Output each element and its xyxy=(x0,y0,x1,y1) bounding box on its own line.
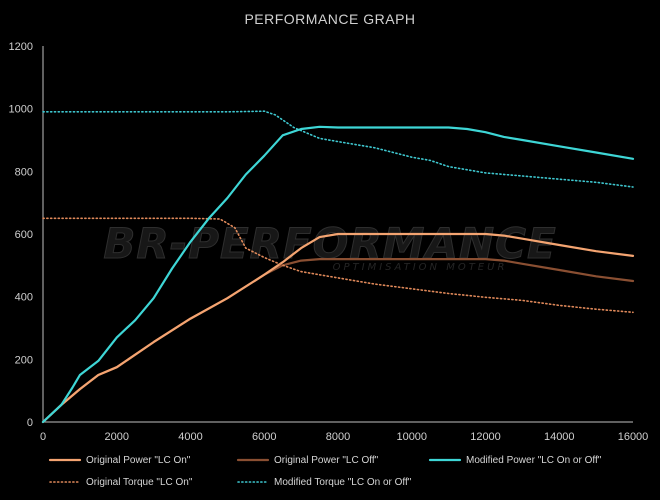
legend-item: Modified Torque "LC On or Off" xyxy=(237,477,412,488)
legend-label: Original Power "LC On" xyxy=(86,455,191,466)
series-line-3 xyxy=(41,125,635,424)
legend-label: Original Torque "LC On" xyxy=(86,477,193,488)
series-line-5 xyxy=(42,110,634,188)
series-lines xyxy=(41,110,635,424)
y-tick-label: 1000 xyxy=(9,104,33,116)
legend-item: Original Power "LC Off" xyxy=(236,455,379,466)
x-tick-label: 8000 xyxy=(326,431,350,443)
x-tick-label: 14000 xyxy=(544,431,575,443)
x-tick-label: 2000 xyxy=(105,431,129,443)
y-tick-label: 800 xyxy=(15,166,33,178)
series-line-1 xyxy=(41,232,635,424)
legend-label: Modified Torque "LC On or Off" xyxy=(274,477,412,488)
legend-label: Modified Power "LC On or Off" xyxy=(466,455,602,466)
y-tick-label: 0 xyxy=(27,417,33,429)
y-tick-label: 400 xyxy=(15,292,33,304)
legend-label: Original Power "LC Off" xyxy=(274,455,379,466)
x-tick-label: 4000 xyxy=(178,431,202,443)
y-tick-label: 600 xyxy=(15,229,33,241)
x-tick-label: 0 xyxy=(40,431,46,443)
series-line-2 xyxy=(41,258,635,424)
x-axis-ticks: 0 2000 4000 6000 8000 10000 12000 14000 16000 xyxy=(40,431,648,443)
chart-title: PERFORMANCE GRAPH xyxy=(244,11,415,27)
watermark-brand: BR-PERFORMANCE xyxy=(103,219,556,268)
series-line-4 xyxy=(42,217,634,314)
y-axis-ticks: 0 200 400 600 800 1000 1200 xyxy=(9,41,33,429)
watermark: BR-PERFORMANCE OPTIMISATION MOTEUR xyxy=(103,219,556,274)
x-tick-label: 6000 xyxy=(252,431,276,443)
axes xyxy=(42,46,633,423)
x-tick-label: 10000 xyxy=(396,431,427,443)
watermark-tagline: OPTIMISATION MOTEUR xyxy=(333,262,508,273)
y-tick-label: 1200 xyxy=(9,41,33,53)
x-tick-label: 12000 xyxy=(470,431,501,443)
x-tick-label: 16000 xyxy=(618,431,649,443)
y-tick-label: 200 xyxy=(15,354,33,366)
legend-item: Modified Power "LC On or Off" xyxy=(428,455,602,466)
legend-item: Original Torque "LC On" xyxy=(49,477,193,488)
legend: Original Power "LC On" Original Power "LC… xyxy=(48,455,602,488)
legend-item: Original Power "LC On" xyxy=(48,455,191,466)
